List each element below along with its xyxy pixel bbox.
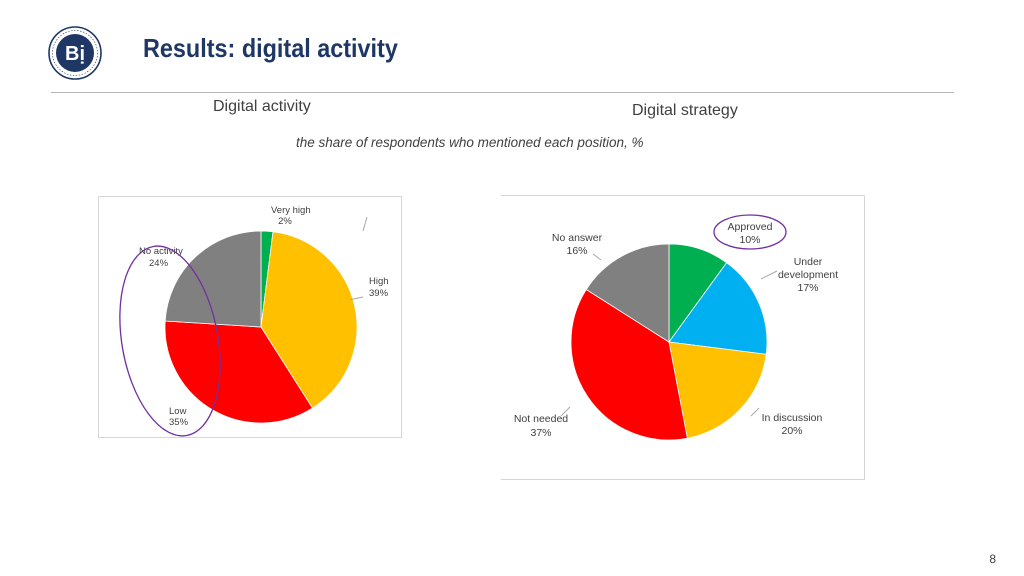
highlight-ellipse (713, 214, 787, 250)
slice-label-category: Very high (271, 205, 311, 216)
leader-line (592, 253, 602, 261)
leader-line (362, 216, 368, 232)
page-number: 8 (989, 552, 996, 566)
right-chart-heading: Digital strategy (632, 102, 738, 119)
hse-logo-icon: Вị (48, 26, 102, 80)
leader-line (560, 406, 571, 417)
title-divider (51, 92, 954, 93)
slice-label-value: 2% (278, 216, 292, 227)
slice-label-value: 17% (797, 282, 818, 294)
pie-slice-high (260, 231, 358, 409)
slice-label-category: Under (794, 256, 823, 268)
leader-line (348, 296, 364, 301)
pie-slice-no-activity (164, 230, 262, 328)
highlight-ellipse (119, 245, 221, 437)
slice-label-category: development (778, 269, 838, 281)
slice-label-category: No activity (139, 246, 183, 257)
slice-label-value: 39% (369, 288, 389, 299)
leader-line (760, 270, 778, 280)
digital-strategy-chart: Approved 10% Under development 17% In di… (501, 195, 865, 480)
digital-activity-pie: Very high 2% High 39% Low 35% No activit… (119, 205, 389, 437)
digital-activity-chart: Very high 2% High 39% Low 35% No activit… (98, 196, 402, 438)
digital-strategy-pie: Approved 10% Under development 17% In di… (514, 214, 838, 441)
slice-label-value: 10% (739, 234, 760, 246)
pie-slice-under-development (668, 262, 768, 355)
slice-label-value: 16% (566, 245, 587, 257)
slice-label-value: 35% (169, 417, 189, 428)
chart-subtitle: the share of respondents who mentioned e… (296, 135, 644, 150)
leader-line (750, 407, 760, 417)
slice-label-value: 37% (530, 427, 551, 439)
svg-text:Вị: Вị (65, 43, 85, 65)
pie-slice-in-discussion (668, 341, 767, 439)
slice-label-category: No answer (552, 232, 603, 244)
slice-label-category: Approved (728, 221, 773, 233)
slice-label-category: In discussion (762, 412, 823, 424)
slice-label-category: Not needed (514, 413, 568, 425)
page-title: Results: digital activity (143, 33, 398, 63)
slice-label-category: High (369, 276, 389, 287)
slice-label-category: Low (169, 406, 187, 417)
pie-slice-no-answer (585, 243, 670, 343)
pie-slice-not-needed (570, 288, 688, 441)
left-chart-heading: Digital activity (213, 98, 311, 115)
slice-label-value: 20% (781, 425, 802, 437)
slice-label-value: 24% (149, 258, 169, 269)
